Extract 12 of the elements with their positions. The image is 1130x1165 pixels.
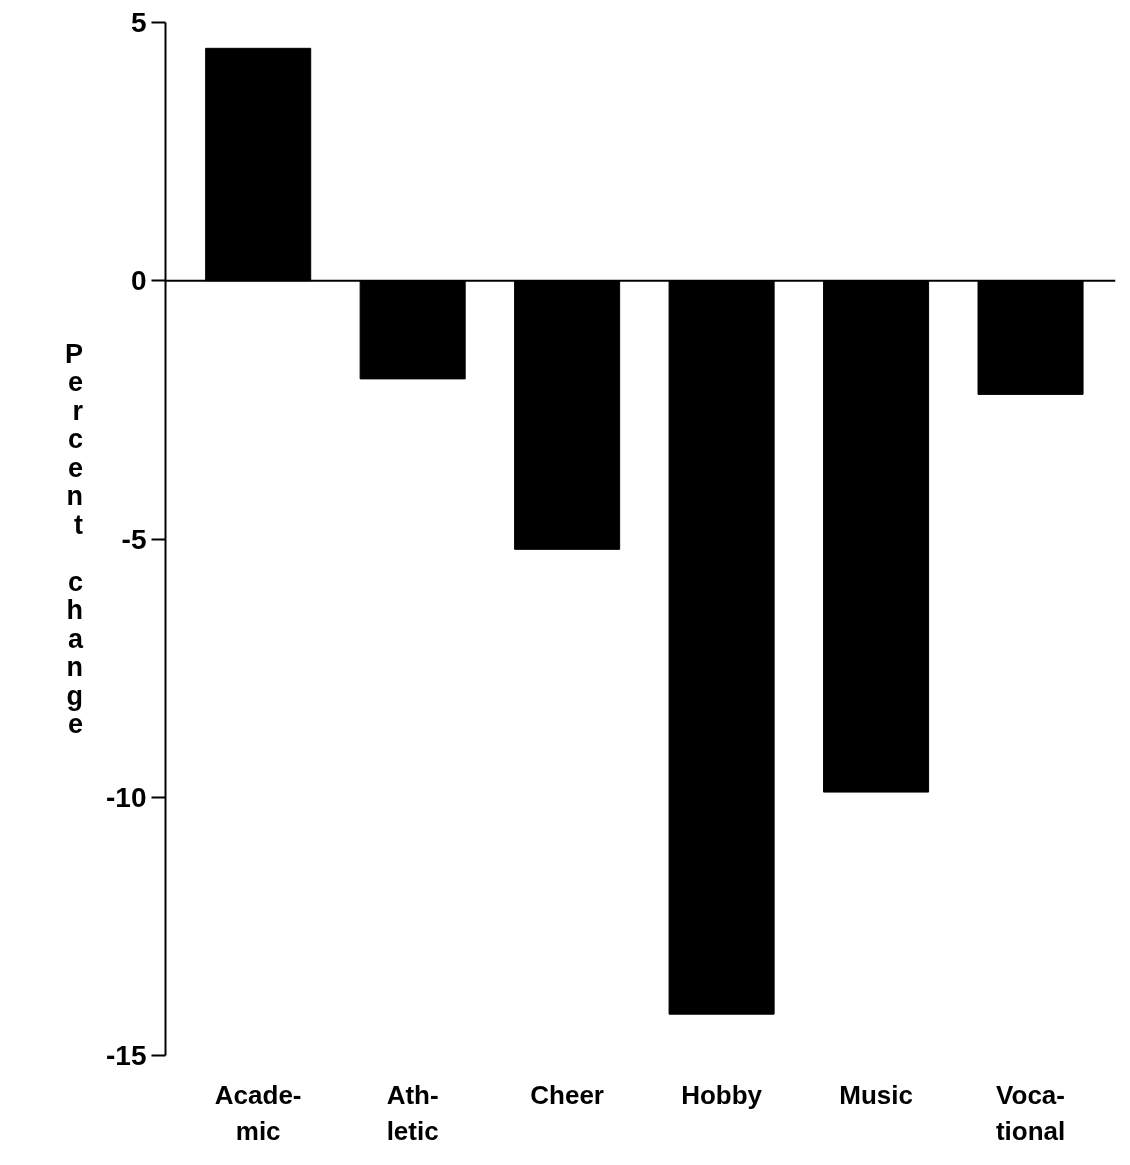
y-tick-label: -5 — [121, 523, 147, 555]
x-tick-label: Music — [839, 1079, 913, 1110]
y-tick-label: 0 — [130, 265, 147, 297]
x-tick-label: Hobby — [681, 1079, 763, 1110]
x-tick-label: Ath- letic — [386, 1079, 439, 1146]
y-tick-label: -10 — [106, 781, 147, 813]
text: Percent change — [65, 338, 84, 740]
x-tick-label: Voca- tional — [995, 1079, 1066, 1146]
y-tick-label: -15 — [106, 1040, 147, 1071]
y-tick-label: 5 — [130, 7, 147, 38]
x-tick-label: Acade- mic — [214, 1079, 302, 1146]
x-tick-label: Cheer — [530, 1079, 604, 1110]
